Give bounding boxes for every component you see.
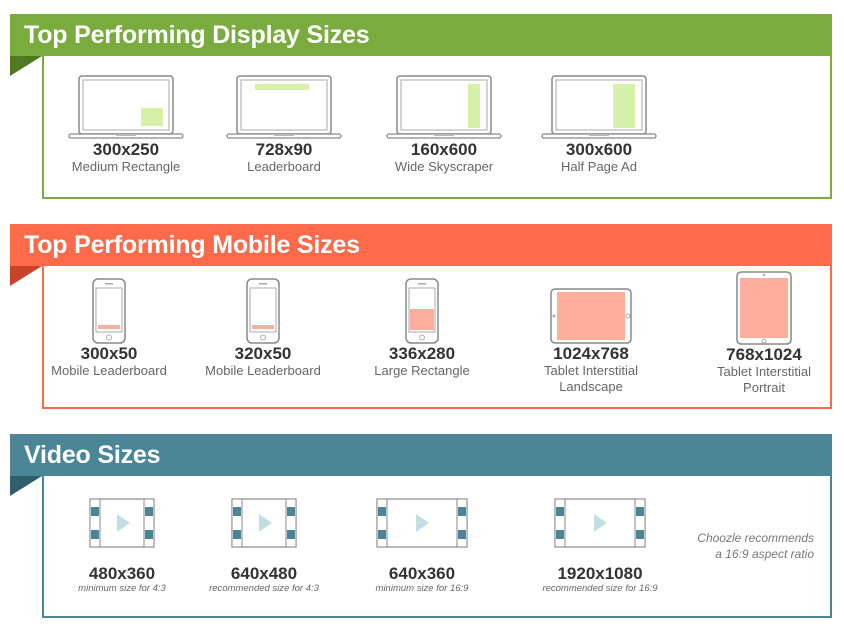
video-icon [554,498,646,548]
ad-name: Half Page Ad [561,159,637,174]
ad-name-line2: Landscape [559,379,623,394]
play-icon [594,514,607,532]
ad-size: 1024x768 [553,344,629,363]
video-icon [231,498,297,548]
ad-slot [410,309,434,330]
ad-size: 336x280 [388,344,456,363]
video-box: 480x360 minimum size for 4:3 640x480 rec… [42,476,832,618]
ad-slot [98,325,120,329]
video-item: 480x360 minimum size for 4:3 [62,498,182,595]
ad-size: 728x90 [255,140,313,159]
ad-slot [613,84,635,128]
video-size: 1920x1080 [557,564,643,583]
phone-icon [405,278,439,344]
ad-name: Tablet Interstitial [717,364,811,379]
display-banner: Top Performing Display Sizes [10,14,832,56]
video-banner-fold [10,476,42,496]
play-icon [416,514,429,532]
video-note: minimum size for 16:9 [375,583,469,594]
mobile-section: Top Performing Mobile Sizes 300x50 Mobil… [0,224,844,410]
ad-slot [740,278,788,338]
display-item: 300x250 Medium Rectangle [66,74,186,175]
ad-name: Medium Rectangle [71,159,181,174]
ad-slot [141,108,163,126]
laptop-icon [68,75,184,139]
mobile-item: 1024x768 Tablet Interstitial Landscape [526,288,656,395]
phone-icon [246,278,280,344]
ad-size: 300x50 [80,344,138,363]
mobile-item: 336x280 Large Rectangle [357,278,487,379]
play-icon [259,514,272,532]
ad-slot [468,84,480,128]
ad-name: Tablet Interstitial [544,363,638,378]
video-note: recommended size for 4:3 [209,583,319,594]
ad-size: 320x50 [234,344,292,363]
video-note: recommended size for 16:9 [542,583,658,594]
video-item: 1920x1080 recommended size for 16:9 [538,498,662,595]
video-item: 640x480 recommended size for 4:3 [204,498,324,595]
video-icon [89,498,155,548]
laptop-icon [226,75,342,139]
display-item: 300x600 Half Page Ad [539,74,659,175]
laptop-icon [386,75,502,139]
ad-name: Leaderboard [247,159,321,174]
video-item: 640x360 minimum size for 16:9 [362,498,482,595]
play-icon [117,514,130,532]
tablet-landscape-icon [550,288,632,344]
mobile-banner-fold [10,266,42,286]
laptop-icon [541,75,657,139]
ad-size: 300x250 [92,140,160,159]
display-item: 160x600 Wide Skyscraper [384,74,504,175]
video-size: 480x360 [88,564,156,583]
video-title: Video Sizes [24,441,161,469]
tablet-portrait-icon [736,271,792,345]
display-section: Top Performing Display Sizes 300x250 Med… [0,0,844,200]
ad-size: 300x600 [565,140,633,159]
ad-size: 160x600 [410,140,478,159]
video-section: Video Sizes 480x360 minimum size for 4:3 [0,434,844,624]
video-size: 640x360 [388,564,456,583]
display-title: Top Performing Display Sizes [24,21,370,49]
ad-slot [255,84,309,90]
display-banner-fold [10,56,42,76]
mobile-banner: Top Performing Mobile Sizes [10,224,832,266]
video-banner: Video Sizes [10,434,832,476]
ad-slot [557,292,625,340]
video-size: 640x480 [230,564,298,583]
recommendation-line-1: Choozle recommends [697,531,814,545]
mobile-box: 300x50 Mobile Leaderboard 320x50 Mobile … [42,266,832,409]
mobile-item: 300x50 Mobile Leaderboard [44,278,174,379]
video-icon [376,498,468,548]
mobile-item: 768x1024 Tablet Interstitial Portrait [699,271,829,396]
mobile-title: Top Performing Mobile Sizes [24,231,360,259]
recommendation-line-2: a 16:9 aspect ratio [715,547,814,561]
ad-name: Mobile Leaderboard [51,363,167,378]
mobile-item: 320x50 Mobile Leaderboard [198,278,328,379]
display-box: 300x250 Medium Rectangle 728x90 Leaderbo… [42,56,832,199]
ad-slot [252,325,274,329]
recommendation-note: Choozle recommends a 16:9 aspect ratio [674,530,814,562]
ad-size: 768x1024 [726,345,802,364]
video-note: minimum size for 4:3 [78,583,166,594]
ad-name: Wide Skyscraper [394,159,494,174]
ad-name-line2: Portrait [743,380,785,395]
ad-name: Large Rectangle [374,363,470,378]
ad-name: Mobile Leaderboard [205,363,321,378]
phone-icon [92,278,126,344]
display-item: 728x90 Leaderboard [224,74,344,175]
